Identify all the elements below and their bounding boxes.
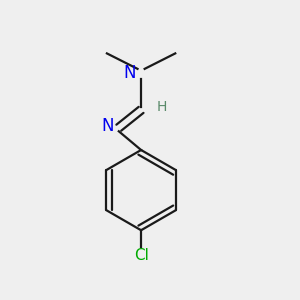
Text: Cl: Cl bbox=[134, 248, 148, 263]
Text: H: H bbox=[157, 100, 167, 114]
Text: N: N bbox=[101, 117, 114, 135]
Text: N: N bbox=[124, 64, 136, 82]
